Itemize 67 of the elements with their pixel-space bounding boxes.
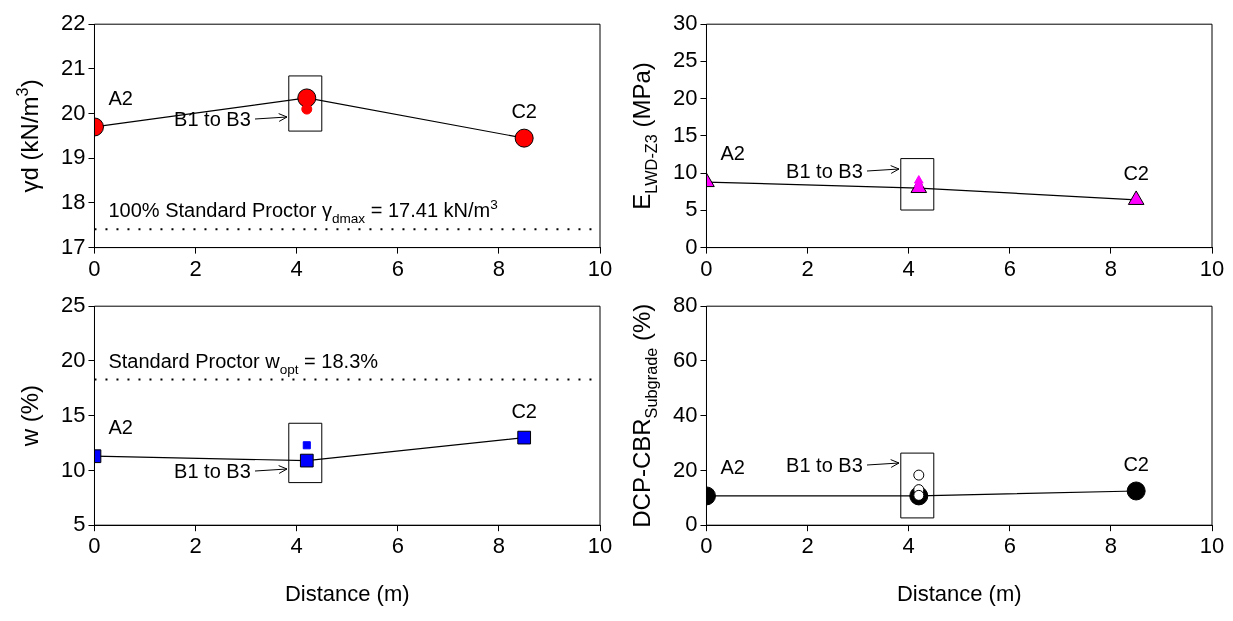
- x-tick-label: 10: [587, 533, 613, 559]
- y-axis-title: w (%): [16, 385, 43, 448]
- y-tick-label: 0: [685, 233, 698, 259]
- y-axis-title: ELWD-Z3 (MPa): [628, 62, 661, 210]
- y-axis-title: γd (kN/m3): [12, 79, 43, 193]
- annotation: A2: [108, 416, 133, 439]
- y-tick-label: 20: [60, 99, 86, 125]
- y-axis-title: DCP-CBRSubgrade (%): [628, 303, 661, 528]
- x-tick-label: 4: [290, 533, 303, 559]
- x-tick-label: 2: [801, 255, 814, 281]
- y-tick-label: 22: [60, 10, 86, 36]
- point: [517, 430, 532, 445]
- annotation: A2: [720, 455, 745, 478]
- x-tick-label: 2: [189, 255, 202, 281]
- y-tick-label: 30: [672, 10, 698, 36]
- point: [514, 128, 534, 148]
- y-tick-label: 17: [60, 233, 86, 259]
- x-tick-label: 8: [492, 255, 506, 281]
- annotation: C2: [511, 100, 537, 123]
- x-tick-label: 6: [1003, 533, 1016, 559]
- y-tick-label: 5: [685, 196, 698, 222]
- y-tick-label: 21: [60, 54, 86, 80]
- y-tick-label: 25: [672, 47, 698, 73]
- x-tick-label: 4: [290, 255, 303, 281]
- y-tick-label: 10: [60, 456, 86, 482]
- y-tick-label: 20: [60, 347, 86, 373]
- x-tick-label: 10: [1199, 255, 1225, 281]
- y-tick-label: 20: [672, 456, 698, 482]
- x-tick-label: 4: [902, 533, 915, 559]
- point: [1126, 481, 1146, 501]
- y-tick-label: 80: [672, 292, 698, 318]
- x-axis-title: Distance (m): [284, 580, 410, 606]
- x-tick-label: 6: [391, 255, 404, 281]
- point: [299, 453, 314, 468]
- x-tick-label: 10: [587, 255, 613, 281]
- x-tick-label: 8: [492, 533, 506, 559]
- annotation: B1 to B3: [786, 159, 863, 182]
- x-tick-label: 6: [1003, 255, 1016, 281]
- annotation: A2: [108, 86, 133, 109]
- x-tick-label: 10: [1199, 533, 1225, 559]
- annotation: C2: [1123, 161, 1149, 184]
- point: [913, 469, 925, 481]
- y-tick-label: 40: [672, 401, 698, 427]
- y-tick-label: 20: [672, 84, 698, 110]
- y-tick-label: 15: [60, 401, 86, 427]
- point: [302, 441, 311, 450]
- y-tick-label: 60: [672, 347, 698, 373]
- annotation: B1 to B3: [174, 108, 251, 131]
- y-tick-label: 10: [672, 159, 698, 185]
- x-tick-label: 8: [1104, 533, 1118, 559]
- annotation: B1 to B3: [786, 454, 863, 477]
- x-tick-label: 4: [902, 255, 915, 281]
- y-tick-label: 5: [73, 511, 86, 537]
- annotation: C2: [1123, 452, 1149, 475]
- y-tick-label: 0: [685, 511, 698, 537]
- annotation: B1 to B3: [174, 459, 251, 482]
- y-tick-label: 19: [60, 144, 86, 170]
- x-axis-title: Distance (m): [896, 580, 1022, 606]
- y-tick-label: 25: [60, 292, 86, 318]
- annotation: C2: [511, 399, 537, 422]
- annotation: A2: [720, 142, 745, 165]
- x-tick-label: 2: [189, 533, 202, 559]
- y-tick-label: 15: [672, 121, 698, 147]
- x-tick-label: 8: [1104, 255, 1118, 281]
- x-tick-label: 6: [391, 533, 404, 559]
- y-tick-label: 18: [60, 188, 86, 214]
- x-tick-label: 2: [801, 533, 814, 559]
